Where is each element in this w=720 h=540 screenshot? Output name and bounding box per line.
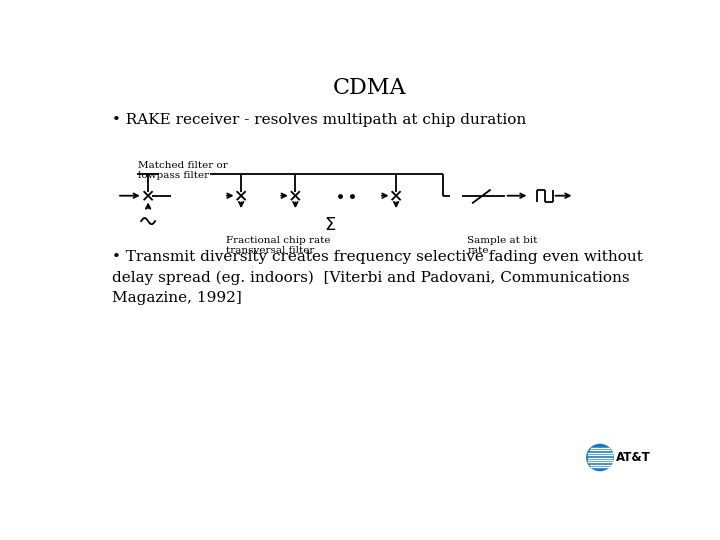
Text: Sample at bit
rate: Sample at bit rate [467,236,538,255]
Text: AT&T: AT&T [616,451,651,464]
Text: $\Sigma$: $\Sigma$ [324,216,336,234]
Text: CDMA: CDMA [332,77,406,99]
Text: Fractional chip rate
transversal filter: Fractional chip rate transversal filter [225,236,330,255]
Text: Matched filter or
lowpass filter: Matched filter or lowpass filter [138,161,228,180]
Text: • Transmit diversity creates frequency selective fading even without
delay sprea: • Transmit diversity creates frequency s… [112,249,642,306]
Circle shape [587,444,613,470]
Text: • RAKE receiver - resolves multipath at chip duration: • RAKE receiver - resolves multipath at … [112,113,526,127]
